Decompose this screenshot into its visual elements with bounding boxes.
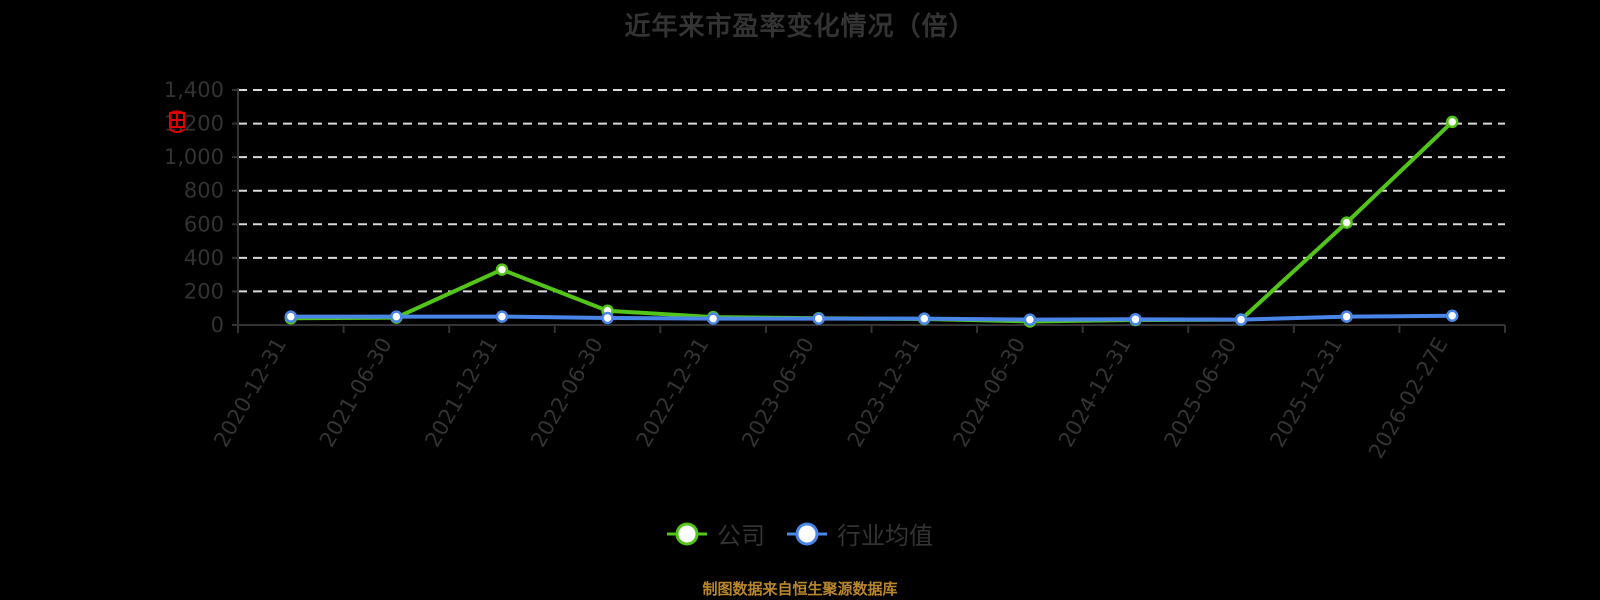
x-tick-label: 2025-06-30 [1160, 334, 1242, 452]
source-note: 制图数据来自恒生聚源数据库 [702, 580, 898, 598]
x-tick-label: 2024-12-31 [1054, 334, 1136, 452]
data-point-marker[interactable] [1023, 313, 1037, 326]
data-point-marker[interactable] [390, 310, 403, 323]
data-point-marker[interactable] [495, 263, 509, 276]
legend: 公司 行业均值 [0, 516, 1600, 551]
axes [232, 88, 1506, 333]
y-tick-label: 0 [211, 313, 224, 337]
industry-average-line [290, 313, 1453, 322]
data-point-marker[interactable] [1445, 309, 1459, 323]
data-point-marker[interactable] [495, 310, 509, 323]
data-point-marker[interactable] [1234, 313, 1248, 326]
x-tick-label: 2026-02-27E [1364, 334, 1452, 463]
legend-item-company[interactable]: 公司 [667, 516, 765, 551]
data-point-marker[interactable] [1445, 115, 1459, 129]
circle-line-marker-icon [787, 522, 827, 545]
x-tick-label: 2021-06-30 [315, 334, 397, 452]
legend-item-industry-average[interactable]: 行业均值 [787, 516, 933, 551]
y-tick-label: 400 [184, 246, 224, 270]
y-tick-label: 200 [184, 279, 224, 303]
x-tick-label: 2020-12-31 [209, 334, 291, 452]
series-lines [284, 115, 1459, 328]
y-tick-label: 1,000 [164, 145, 224, 169]
circle-line-marker-icon [667, 522, 707, 545]
x-tick-label: 2023-06-30 [737, 334, 819, 452]
x-tick-label: 2022-06-30 [526, 334, 608, 452]
x-tick-label: 2024-06-30 [948, 334, 1030, 452]
gridlines [238, 89, 1505, 293]
x-axis-ticks: 2020-12-31 2021-06-30 2021-12-31 2022-06-30… [209, 334, 1452, 463]
data-point-marker[interactable] [918, 312, 931, 325]
data-point-marker[interactable] [706, 312, 720, 325]
stamp-icon [168, 110, 186, 133]
data-point-marker[interactable] [812, 312, 825, 325]
y-tick-label: 800 [184, 179, 224, 203]
chart-title: 近年来市盈率变化情况（倍） [624, 12, 976, 42]
x-tick-label: 2022-12-31 [632, 334, 714, 452]
y-tick-label: 600 [184, 212, 224, 236]
data-point-marker[interactable] [601, 311, 614, 325]
x-tick-label: 2025-12-31 [1265, 334, 1347, 452]
legend-label: 公司 [717, 522, 765, 550]
x-tick-label: 2021-12-31 [420, 334, 502, 452]
legend-label: 行业均值 [837, 522, 933, 550]
x-tick-label: 2023-12-31 [843, 334, 925, 452]
data-point-marker[interactable] [1340, 216, 1353, 229]
data-point-marker[interactable] [284, 310, 298, 323]
data-point-marker[interactable] [1340, 310, 1353, 323]
y-tick-label: 1,400 [164, 78, 224, 102]
data-point-marker[interactable] [1129, 313, 1142, 326]
